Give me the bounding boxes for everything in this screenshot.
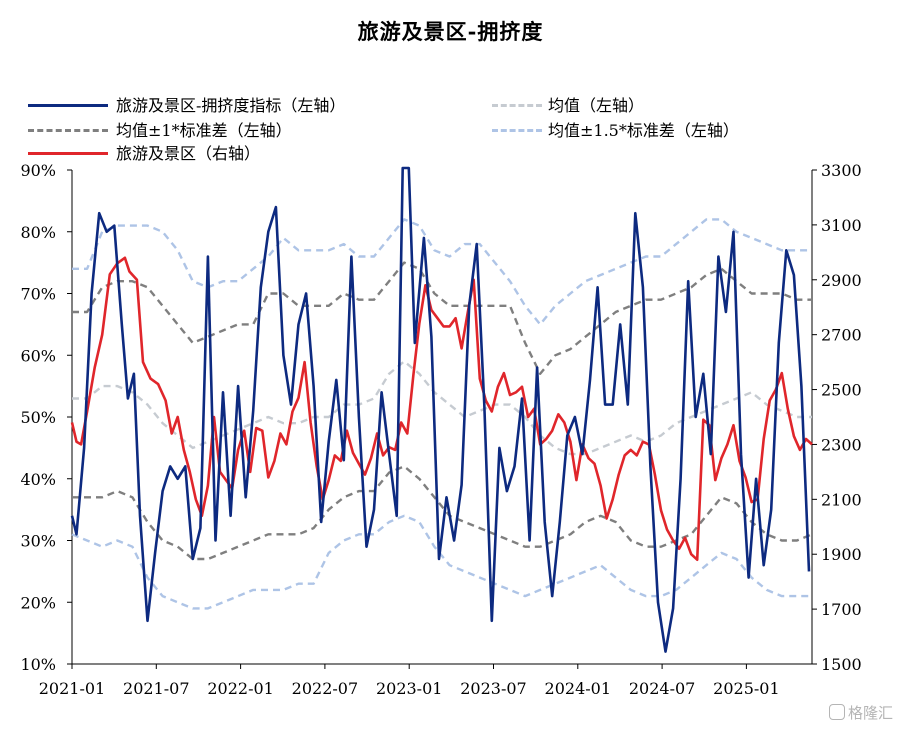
watermark: 格隆汇 <box>828 702 893 723</box>
legend-swatch <box>28 104 108 107</box>
left-axis-tick-label: 30% <box>20 532 56 551</box>
legend-swatch <box>28 152 108 155</box>
right-axis-tick-label: 3300 <box>821 161 862 180</box>
left-axis-tick-label: 40% <box>20 470 56 489</box>
legend-label: 旅游及景区（右轴） <box>116 144 261 163</box>
left-axis-tick-label: 80% <box>20 223 56 242</box>
left-axis-tick-label: 60% <box>20 346 56 365</box>
legend-label: 旅游及景区-拥挤度指标（左轴） <box>116 96 346 115</box>
x-axis-tick-label: 2024-01 <box>545 679 611 698</box>
right-axis-tick-label: 2100 <box>821 490 862 509</box>
x-axis-tick-label: 2021-01 <box>39 679 105 698</box>
watermark-text: 格隆汇 <box>847 704 893 722</box>
series-line-mean <box>72 360 812 456</box>
left-axis-tick-label: 70% <box>20 285 56 304</box>
x-axis-tick-label: 2021-07 <box>123 679 189 698</box>
legend-label: 均值±1.5*标准差（左轴） <box>548 121 739 140</box>
legend-label: 均值（左轴） <box>548 96 645 115</box>
x-axis-tick-label: 2024-07 <box>629 679 695 698</box>
legend-label: 均值±1*标准差（左轴） <box>116 121 292 140</box>
right-axis-tick-label: 2500 <box>821 381 862 400</box>
x-axis-tick-label: 2025-01 <box>713 679 779 698</box>
x-axis-tick-label: 2023-01 <box>376 679 442 698</box>
series-line-crowding-index <box>70 166 811 653</box>
left-axis-tick-label: 20% <box>20 593 56 612</box>
legend-swatch <box>28 129 108 132</box>
right-axis-tick-label: 2300 <box>821 435 862 454</box>
legend-swatch <box>492 104 542 107</box>
watermark-logo-icon <box>828 704 845 720</box>
series-line-tourism-right <box>70 256 813 561</box>
right-axis-tick-label: 1900 <box>821 545 862 564</box>
right-axis-tick-label: 2900 <box>821 271 862 290</box>
legend-swatch <box>492 129 542 132</box>
series-line-mean-pm15-std-upper <box>72 218 812 326</box>
left-axis-tick-label: 50% <box>20 408 56 427</box>
left-axis-tick-label: 10% <box>20 655 56 674</box>
left-axis-tick-label: 90% <box>20 161 56 180</box>
right-axis-tick-label: 1500 <box>821 655 862 674</box>
x-axis-tick-label: 2022-01 <box>207 679 273 698</box>
right-axis-tick-label: 3100 <box>821 216 862 235</box>
series-line-mean-pm15-std-lower <box>71 514 812 610</box>
right-axis-tick-label: 2700 <box>821 326 862 345</box>
right-axis-tick-label: 1700 <box>821 600 862 619</box>
series-line-mean-pm1-std-lower <box>72 465 813 561</box>
x-axis-tick-label: 2023-07 <box>460 679 526 698</box>
chart-title: 旅游及景区-拥挤度 <box>357 19 544 44</box>
series-line-mean-pm1-std-upper <box>72 261 812 375</box>
x-axis-tick-label: 2022-07 <box>292 679 358 698</box>
